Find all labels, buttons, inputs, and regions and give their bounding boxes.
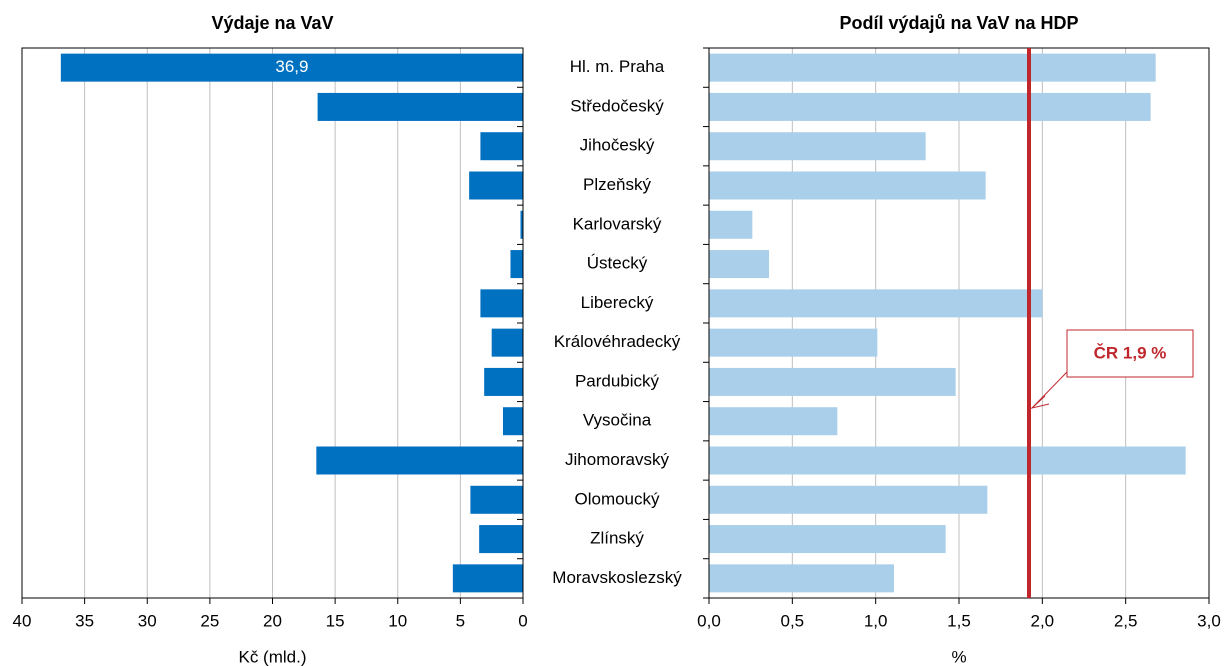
annotation-box: [1066, 329, 1194, 378]
x-tick-label: 2,5: [1114, 611, 1138, 630]
category-label: Liberecký: [581, 293, 654, 312]
bar: [709, 407, 838, 436]
x-tick-label: 1,0: [864, 611, 888, 630]
category-label: Karlovarský: [573, 214, 662, 233]
bar: [709, 564, 894, 593]
bar: [709, 485, 988, 514]
x-tick-label: 30: [138, 611, 157, 630]
category-label: Plzeňský: [583, 175, 652, 194]
x-tick-label: 0: [518, 611, 527, 630]
bar: [470, 485, 523, 514]
category-label: Moravskoslezský: [552, 568, 682, 587]
bar: [709, 92, 1151, 121]
category-label: Královéhradecký: [554, 332, 681, 351]
category-label: Hl. m. Praha: [570, 57, 665, 76]
x-tick-label: 15: [326, 611, 345, 630]
bar: [452, 564, 523, 593]
bar: [709, 328, 878, 357]
category-label: Zlínský: [590, 529, 644, 548]
bar: [709, 53, 1156, 82]
bar: [709, 132, 926, 161]
value-label: 36,9: [275, 57, 308, 76]
bar: [520, 210, 523, 239]
x-tick-label: 35: [75, 611, 94, 630]
bar: [709, 525, 946, 554]
x-tick-label: 10: [388, 611, 407, 630]
bar: [317, 92, 523, 121]
x-tick-label: 5: [456, 611, 465, 630]
bar: [709, 367, 956, 396]
arrow-head: [1030, 395, 1050, 409]
x-tick-label: 0,5: [781, 611, 805, 630]
x-tick-label: 40: [13, 611, 32, 630]
category-label: Olomoucký: [574, 489, 660, 508]
bar: [709, 446, 1186, 475]
bar: [491, 328, 523, 357]
x-tick-label: 0,0: [697, 611, 721, 630]
bar: [479, 525, 523, 554]
bar: [709, 171, 986, 200]
x-tick-label: 3,0: [1197, 611, 1221, 630]
category-label: Středočeský: [570, 96, 664, 115]
bar: [510, 250, 523, 279]
category-label: Jihomoravský: [565, 450, 669, 469]
category-label: Jihočeský: [580, 136, 655, 155]
bar: [709, 289, 1043, 318]
bar: [480, 132, 523, 161]
x-tick-label: 2,0: [1031, 611, 1055, 630]
bar: [709, 210, 753, 239]
bar: [469, 171, 523, 200]
x-axis-label: Kč (mld.): [239, 647, 307, 666]
category-label: Vysočina: [583, 411, 652, 430]
annotation: ČR 1,9 %: [1094, 343, 1167, 362]
bar: [484, 367, 523, 396]
category-label: Ústecký: [587, 254, 648, 273]
chart-title: Výdaje na VaV: [211, 13, 333, 33]
x-axis-label: %: [951, 647, 966, 666]
bar: [316, 446, 523, 475]
category-label: Pardubický: [575, 371, 660, 390]
x-tick-label: 1,5: [947, 611, 971, 630]
bar: [480, 289, 523, 318]
bar: [502, 407, 523, 436]
x-tick-label: 20: [263, 611, 282, 630]
bar: [709, 250, 769, 279]
bar: [60, 53, 523, 82]
x-tick-label: 25: [200, 611, 219, 630]
chart-title: Podíl výdajů na VaV na HDP: [839, 13, 1078, 33]
